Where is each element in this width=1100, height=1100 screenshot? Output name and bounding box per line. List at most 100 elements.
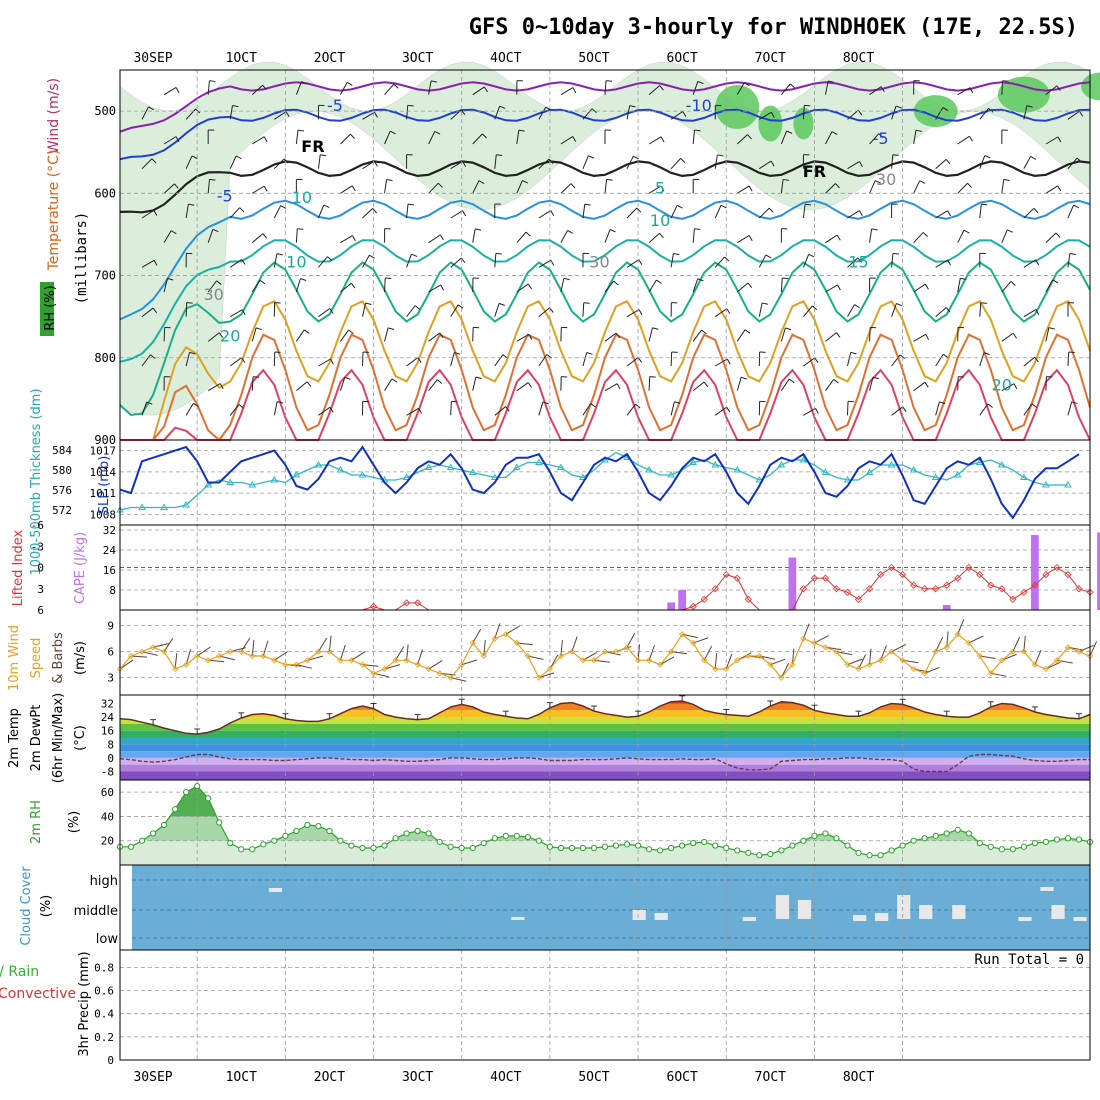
wind10-barb [351, 651, 366, 661]
lifted-index-marker [921, 585, 929, 593]
upper-wind-barb [538, 158, 550, 170]
rh2m-marker [844, 842, 851, 849]
upper-wind-barb [780, 378, 790, 391]
wind10-marker [194, 652, 201, 660]
upper-wind-barb-flag [960, 277, 967, 280]
upper-wind-barb [538, 259, 552, 268]
upper-wind-barb [935, 307, 947, 318]
temp-band [120, 701, 1090, 704]
thickness-line [119, 451, 1068, 511]
upper-wind-barb-flag [407, 104, 414, 107]
upper-wind-barb-flag [878, 133, 884, 139]
temp-band [120, 737, 1090, 745]
rh2m-marker [965, 830, 972, 837]
rh2m-marker [712, 842, 719, 849]
wind10-marker [987, 670, 994, 677]
upper-wind-barb-flag [694, 228, 701, 230]
wind10-barb [196, 646, 211, 657]
upper-wind-barb [163, 183, 175, 194]
upper-wind-barb-flag [522, 180, 529, 184]
wind10-marker [1075, 648, 1083, 655]
top-time-axis: 30SEP 1OCT 2OCT 3OCT 4OCT 5OCT 6OCT 7OCT 8OCT [133, 51, 874, 66]
upper-wind-barb [384, 130, 391, 145]
temp-band [120, 717, 1090, 724]
upper-wind-barb-flag [942, 353, 949, 359]
ylabel-slp: SLP (mb) [97, 456, 112, 515]
upper-wind-barb [428, 379, 438, 391]
wind10-barb [240, 637, 251, 652]
upper-wind-barb [472, 228, 476, 243]
upper-wind-barb [340, 185, 353, 194]
upper-wind-barb [604, 280, 615, 293]
wind10-marker [326, 648, 333, 655]
wind10-marker [568, 648, 575, 655]
upper-wind-barb [670, 253, 674, 268]
upper-wind-barb-flag [153, 260, 158, 266]
wind10-marker [811, 639, 818, 647]
temp-tick-label: 16 [101, 725, 114, 738]
upper-wind-barb-flag [277, 401, 284, 404]
top-date-label: 3OCT [402, 51, 433, 66]
wind10-marker [348, 657, 355, 664]
upper-wind-barb [979, 302, 982, 317]
rh2m-marker [855, 849, 862, 856]
cape-tick-label: 8 [109, 584, 116, 597]
upper-wind-barb [141, 401, 148, 416]
slp-axis-labels: 1000-500mb Thickness (dm) SLP (mb) [29, 388, 112, 575]
lifted-index-tick-label: 3 [37, 583, 44, 596]
cape-tick-label: 32 [103, 524, 116, 537]
contour-label: 5 [655, 178, 665, 197]
lifted-index-marker [843, 588, 852, 596]
upper-wind-barb [560, 278, 565, 293]
upper-wind-barb [582, 155, 589, 169]
upper-wind-barb-flag [858, 210, 863, 217]
upper-wind-barb [384, 327, 389, 342]
thickness-marker [468, 468, 477, 475]
lifted-index-marker [1053, 563, 1061, 572]
ylabel-2m-temp: 2m Temp [7, 708, 22, 768]
thickness-marker [182, 501, 191, 508]
upper-wind-barb [538, 210, 551, 219]
upper-wind-barb-flag [638, 309, 643, 316]
upper-wind-barb [516, 382, 529, 392]
thickness-tick-label: 580 [52, 464, 72, 477]
upper-wind-barb-flag [153, 210, 158, 216]
cloud-bar [742, 917, 757, 921]
upper-wind-barb [869, 376, 874, 391]
wind10-marker [745, 652, 752, 660]
precip-axis-labels: Total / Rain Convective 3hr Precip (mm) … [0, 951, 1084, 1056]
bottom-date-label: 6OCT [667, 1070, 698, 1085]
wind10-barb [759, 655, 776, 660]
upper-wind-barb [1023, 156, 1032, 169]
rh2m-marker [645, 846, 653, 853]
temp-band [120, 744, 1090, 752]
wind10-barb [494, 623, 501, 639]
upper-wind-barb [626, 207, 638, 219]
upper-wind-barb [825, 284, 838, 293]
rh-tick-label: 40 [101, 810, 114, 823]
upper-wind-barb-flag [259, 279, 266, 285]
temp-band [120, 764, 1090, 772]
upper-wind-barb [736, 134, 748, 145]
contour-label: 30 [876, 170, 896, 189]
upper-wind-barb [251, 327, 257, 342]
wind10-marker [668, 648, 675, 655]
upper-wind-barb-flag [146, 401, 153, 405]
upper-wind-barb-flag [744, 82, 750, 87]
chart-title: GFS 0~10day 3-hourly for WINDHOEK (17E, … [469, 15, 1078, 40]
rh2m-marker [260, 841, 267, 848]
upper-wind-barb [1001, 80, 1004, 95]
rh2m-marker [359, 844, 366, 852]
upper-wind-barb [229, 155, 237, 169]
top-date-label: 30SEP [133, 51, 172, 66]
upper-wind-barb [979, 155, 986, 169]
upper-wind-barb-flag [263, 136, 268, 143]
wind10-marker [282, 661, 289, 668]
upper-wind-barb-flag [175, 136, 180, 143]
upper-wind-barb [1001, 179, 1005, 194]
upper-wind-barb [891, 406, 904, 416]
upper-wind-barb-flag [1010, 281, 1016, 286]
upper-wind-barb [273, 401, 278, 416]
upper-wind-barb [758, 207, 770, 219]
upper-wind-barb [1067, 157, 1078, 169]
